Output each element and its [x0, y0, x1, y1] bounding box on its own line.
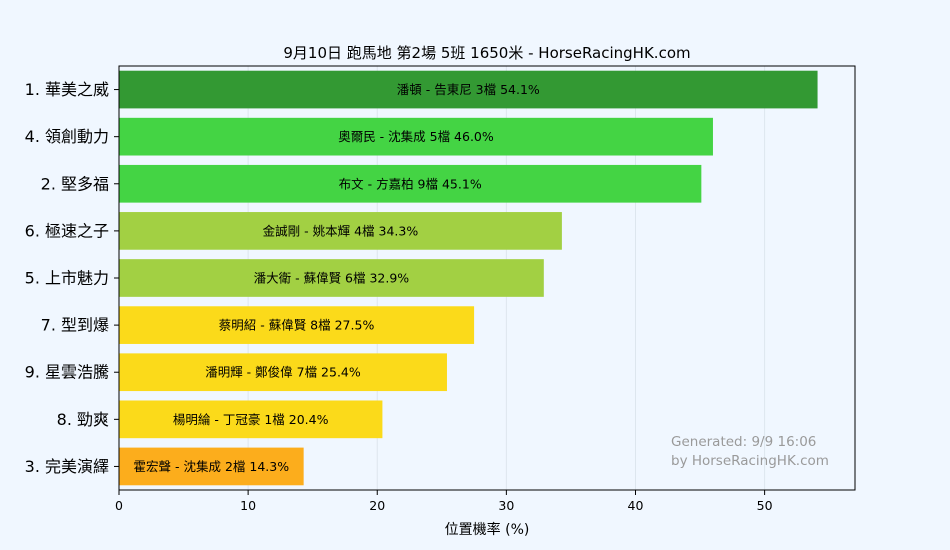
bar — [119, 212, 562, 250]
bar-label: 金誠剛 - 姚本輝 4檔 34.3% — [263, 223, 419, 238]
bar-label: 楊明綸 - 丁冠豪 1檔 20.4% — [173, 412, 329, 427]
bar — [119, 259, 544, 297]
bar — [119, 164, 702, 203]
bar-label: 蔡明紹 - 蘇偉賢 8檔 27.5% — [219, 318, 375, 333]
y-tick-label: 5. 上市魅力 — [25, 269, 109, 288]
bar — [119, 306, 475, 344]
y-tick-label: 7. 型到爆 — [41, 316, 109, 335]
y-tick-label: 2. 堅多福 — [41, 174, 109, 193]
watermark-line-1: Generated: 9/9 16:06 — [671, 434, 816, 450]
bar-label: 奧爾民 - 沈集成 5檔 46.0% — [338, 129, 494, 144]
x-tick-label: 30 — [498, 498, 514, 513]
y-tick-label: 6. 極速之子 — [25, 221, 109, 240]
bar — [119, 70, 818, 109]
bar-label: 潘明輝 - 鄭俊偉 7檔 25.4% — [205, 365, 361, 380]
y-tick-label: 3. 完美演繹 — [25, 457, 109, 476]
bar-label: 潘頓 - 告東尼 3檔 54.1% — [397, 82, 540, 97]
bar-label: 霍宏聲 - 沈集成 2檔 14.3% — [134, 459, 290, 474]
bar — [119, 400, 383, 439]
y-tick-label: 8. 勁爽 — [57, 410, 109, 429]
y-tick-label: 4. 領創動力 — [25, 127, 109, 146]
x-tick-label: 10 — [240, 498, 256, 513]
bar — [119, 353, 447, 392]
x-axis-label: 位置機率 (%) — [445, 521, 530, 538]
watermark-line-2: by HorseRacingHK.com — [671, 453, 829, 469]
x-tick-label: 20 — [369, 498, 385, 513]
bar-label: 潘大衛 - 蘇偉賢 6檔 32.9% — [254, 271, 410, 286]
bar — [119, 447, 304, 486]
chart-title: 9月10日 跑馬地 第2場 5班 1650米 - HorseRacingHK.c… — [283, 44, 690, 62]
x-axis-ticks: 0 10 20 30 40 50 — [115, 490, 773, 513]
x-tick-label: 0 — [115, 498, 123, 513]
y-tick-label: 9. 星雲浩騰 — [25, 363, 109, 382]
y-tick-label: 1. 華美之威 — [25, 80, 109, 99]
y-axis-labels: 1. 華美之威 4. 領創動力 2. 堅多福 6. 極速之子 5. 上市魅力 7. 型到爆… — [25, 80, 119, 476]
x-tick-label: 40 — [628, 498, 644, 513]
x-tick-label: 50 — [757, 498, 773, 513]
bars: 潘頓 - 告東尼 3檔 54.1% 奧爾民 - 沈集成 5檔 46.0% 布文 - … — [119, 70, 818, 486]
bar — [119, 117, 713, 156]
bar-label: 布文 - 方嘉柏 9檔 45.1% — [339, 176, 482, 191]
